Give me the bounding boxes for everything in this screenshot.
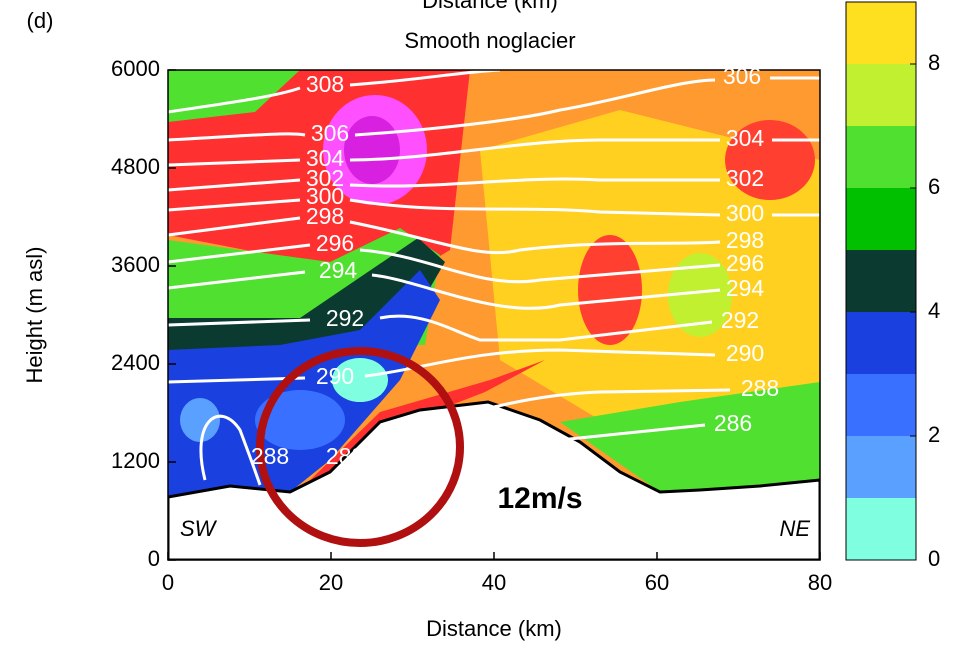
contour-label: 306 [311,120,349,146]
contour-label: 300 [726,200,764,226]
chart-title: Smooth noglacier [404,28,575,53]
highlight-circle [256,347,464,547]
x-axis-label: Distance (km) [426,616,562,641]
contour-label: 302 [306,165,344,191]
contour-label: 300 [306,183,344,209]
contour-label: 292 [326,305,364,331]
x-tick-label: 0 [162,570,174,595]
y-tick-label: 1200 [111,448,160,473]
contour-label: 288 [326,443,364,469]
colorbar-band [846,374,916,436]
colorbar-frame [845,1,917,561]
contour-label: 288 [251,443,289,469]
y-tick-label: 0 [148,546,160,571]
x-tick-label: 20 [319,570,343,595]
x-tick-label: 40 [482,570,506,595]
contour-label: 304 [306,145,345,171]
x-tick-label: 60 [645,570,669,595]
y-tick-label: 6000 [111,56,160,81]
y-axis-label: Height (m asl) [22,247,47,384]
colorbar-tick-label: 2 [928,422,940,447]
colorbar-band [846,64,916,126]
contour-label: 290 [726,340,764,366]
contour-label: 294 [726,275,765,301]
contour-label: 296 [316,230,354,256]
colorbar-tick-label: 8 [928,50,940,75]
contour-label: 302 [726,165,764,191]
contour-label: 306 [723,63,761,89]
colorbar-band [846,312,916,374]
colorbar-band [846,436,916,498]
contour-label: 288 [741,375,779,401]
x-tick-label: 80 [808,570,832,595]
colorbar-band [846,2,916,64]
contour-label: 304 [726,125,765,151]
contour-label: 286 [714,410,752,436]
contour-label: 294 [319,257,358,283]
corner-label: SW [180,516,218,541]
contour-label: 298 [306,203,344,229]
contour-label: 296 [726,250,764,276]
filled-contours [168,70,820,560]
colorbar-tick-label: 4 [928,298,940,323]
colorbar-band [846,498,916,560]
y-tick-label: 2400 [111,350,160,375]
colorbar-band [846,188,916,250]
y-tick-label: 3600 [111,252,160,277]
contour-label: 298 [726,227,764,253]
panel-label: (d) [27,8,54,33]
y-tick-label: 4800 [111,154,160,179]
contour-label: 290 [316,363,354,389]
colorbar-tick-label: 6 [928,174,940,199]
colorbar-band [846,250,916,312]
annotation: 12m/s [497,482,582,515]
top-axis-label: Distance (km) [422,0,558,13]
contour-label: 292 [721,307,759,333]
corner-label: NE [779,516,810,541]
colorbar-tick-label: 0 [928,546,940,571]
colorbar-band [846,126,916,188]
contour-label: 308 [306,71,344,97]
